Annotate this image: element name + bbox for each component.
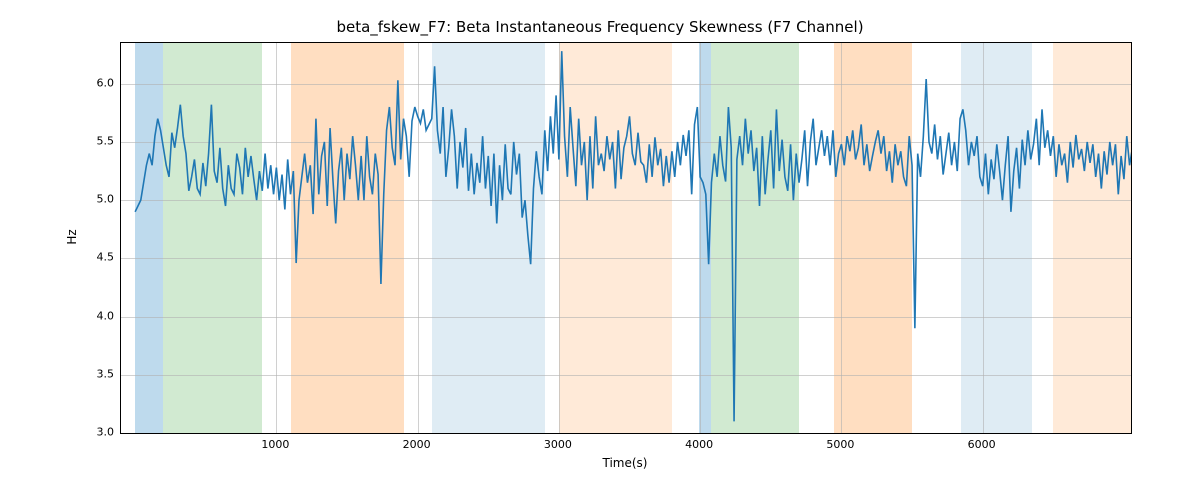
y-tick-label: 5.0 bbox=[97, 193, 115, 206]
x-tick-label: 5000 bbox=[826, 438, 854, 451]
figure: beta_fskew_F7: Beta Instantaneous Freque… bbox=[0, 0, 1200, 500]
y-tick-label: 4.5 bbox=[97, 251, 115, 264]
series-line bbox=[135, 51, 1131, 421]
plot-area bbox=[120, 42, 1132, 434]
x-tick-label: 4000 bbox=[685, 438, 713, 451]
x-tick-label: 1000 bbox=[261, 438, 289, 451]
y-tick-label: 3.5 bbox=[97, 367, 115, 380]
x-axis-label: Time(s) bbox=[603, 456, 648, 470]
y-tick-label: 5.5 bbox=[97, 134, 115, 147]
y-tick-label: 4.0 bbox=[97, 309, 115, 322]
x-tick-label: 2000 bbox=[403, 438, 431, 451]
y-axis-label: Hz bbox=[65, 229, 79, 244]
y-tick-label: 6.0 bbox=[97, 76, 115, 89]
y-tick-label: 3.0 bbox=[97, 426, 115, 439]
grid-line bbox=[121, 433, 1131, 434]
chart-title: beta_fskew_F7: Beta Instantaneous Freque… bbox=[0, 18, 1200, 36]
chart-svg bbox=[121, 43, 1131, 433]
x-tick-label: 6000 bbox=[968, 438, 996, 451]
x-tick-label: 3000 bbox=[544, 438, 572, 451]
